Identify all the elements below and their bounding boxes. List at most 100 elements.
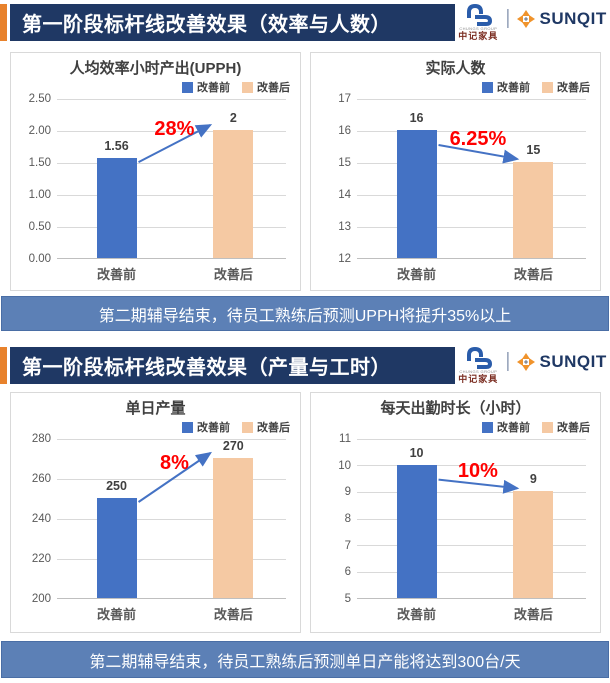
chart-legend: 改善前 改善后 xyxy=(311,79,600,95)
y-tick-label: 2.50 xyxy=(28,93,51,105)
gridline xyxy=(357,162,586,164)
legend-swatch-before xyxy=(482,81,493,93)
plot-area: 12 13 14 15 16 17 16 15 6.25% xyxy=(338,93,586,265)
section2-banner: 第二期辅导结束，待员工熟练后预测单日产能将达到300台/天 xyxy=(1,641,609,678)
value-label: 16 xyxy=(409,111,424,125)
bar xyxy=(213,458,254,598)
percent-label: 10% xyxy=(457,460,498,482)
legend-label: 改善后 xyxy=(257,82,290,94)
value-label: 250 xyxy=(106,479,127,493)
section1-header: 第一阶段标杆线改善效果（效率与人数） CHUNGS GROUP 中记家具 | xyxy=(0,4,610,41)
section2-header: 第一阶段标杆线改善效果（产量与工时） CHUNGS GROUP 中记家具 | xyxy=(0,347,610,384)
section1-banner: 第二期辅导结束，待员工熟练后预测UPPH将提升35%以上 xyxy=(1,296,609,331)
category-label: 改善后 xyxy=(513,267,553,282)
y-tick-label: 12 xyxy=(338,253,351,265)
bar xyxy=(396,464,437,598)
y-tick-label: 16 xyxy=(338,125,351,137)
section1-title: 第一阶段标杆线改善效果（效率与人数） xyxy=(10,4,455,41)
chungs-logo-cn-label: 中记家具 xyxy=(458,31,499,41)
y-tick-label: 5 xyxy=(344,593,351,605)
sunqit-logo-icon xyxy=(517,352,536,371)
gridline xyxy=(57,98,286,100)
gridline xyxy=(357,465,586,467)
plot-area: 5 6 7 8 9 10 11 10 9 10% xyxy=(338,433,586,605)
y-tick-label: 15 xyxy=(338,157,351,169)
category-label: 改善前 xyxy=(397,267,437,282)
title-accent-bar xyxy=(0,347,7,384)
y-tick-label: 0.00 xyxy=(28,253,51,265)
chungs-logo-icon xyxy=(467,347,493,369)
gridline xyxy=(357,226,586,228)
y-tick-label: 14 xyxy=(338,189,351,201)
legend-swatch-after xyxy=(242,81,253,93)
legend-label: 改善前 xyxy=(197,422,230,434)
title-accent-bar xyxy=(0,4,7,41)
chart-panel-daily-output: 单日产量 改善前 改善后 200 220 240 260 280 250 270 8% 改善前 改善后 xyxy=(10,392,301,633)
category-axis: 改善前 改善后 xyxy=(357,599,586,625)
chart-legend: 改善前 改善后 xyxy=(311,419,600,435)
chart-legend: 改善前 改善后 xyxy=(11,79,300,95)
category-label: 改善后 xyxy=(213,267,253,282)
chungs-logo-en-label: CHUNGS GROUP xyxy=(459,26,498,31)
legend-swatch-after xyxy=(542,81,553,93)
legend-swatch-before xyxy=(182,421,193,433)
category-axis: 改善前 改善后 xyxy=(57,259,286,285)
category-axis: 改善前 改善后 xyxy=(357,259,586,285)
gridline xyxy=(57,438,286,440)
gridline xyxy=(357,98,586,100)
legend-label: 改善前 xyxy=(497,422,530,434)
logo-separator: | xyxy=(505,350,511,372)
gridline xyxy=(357,438,586,440)
y-tick-label: 1.00 xyxy=(28,189,51,201)
plot-area: 0.00 0.50 1.00 1.50 2.00 2.50 1.56 2 28% xyxy=(29,93,286,265)
y-tick-label: 10 xyxy=(338,459,351,472)
chart-panel-work-hours: 每天出勤时长（小时） 改善前 改善后 5 6 7 8 9 10 11 10 9 10% 改善前 改善后 xyxy=(310,392,601,633)
chart-title: 实际人数 xyxy=(425,60,486,77)
gridline xyxy=(357,518,586,520)
gridline xyxy=(357,491,586,493)
logo-area: CHUNGS GROUP 中记家具 | SUNQIT xyxy=(455,4,610,41)
legend-swatch-before xyxy=(482,421,493,433)
legend-swatch-before xyxy=(182,81,193,93)
y-tick-label: 17 xyxy=(338,93,351,105)
y-tick-label: 260 xyxy=(31,473,51,485)
bar xyxy=(96,158,137,258)
gridline xyxy=(57,194,286,196)
legend-label: 改善后 xyxy=(557,422,590,434)
legend-swatch-after xyxy=(542,421,553,433)
category-label: 改善前 xyxy=(97,607,137,622)
category-label: 改善前 xyxy=(97,267,137,282)
bar xyxy=(213,130,254,258)
y-tick-label: 8 xyxy=(344,513,351,525)
logo-area: CHUNGS GROUP 中记家具 | SUNQIT xyxy=(455,347,610,384)
legend-item: 改善后 xyxy=(542,79,590,95)
y-tick-label: 6 xyxy=(344,566,351,579)
value-label: 10 xyxy=(409,445,424,460)
chart-panel-headcount: 实际人数 改善前 改善后 12 13 14 15 16 17 16 15 6.25% 改善前 改善后 xyxy=(310,52,601,291)
chart-title: 人均效率小时产出(UPPH) xyxy=(69,60,242,77)
percent-label: 6.25% xyxy=(449,128,507,150)
y-tick-label: 200 xyxy=(31,593,51,605)
bar xyxy=(96,498,137,598)
y-tick-label: 0.50 xyxy=(28,221,51,233)
gridline xyxy=(57,226,286,228)
percent-label: 28% xyxy=(154,117,195,140)
legend-item: 改善前 xyxy=(182,79,230,95)
legend-item: 改善后 xyxy=(542,419,590,435)
y-tick-label: 11 xyxy=(339,433,351,445)
value-label: 9 xyxy=(529,472,537,487)
charts-row-2: 单日产量 改善前 改善后 200 220 240 260 280 250 270 8% 改善前 改善后 … xyxy=(0,392,610,633)
chungs-logo-en-label: CHUNGS GROUP xyxy=(459,369,498,374)
chart-legend: 改善前 改善后 xyxy=(11,419,300,435)
gridline xyxy=(357,545,586,547)
chungs-logo: CHUNGS GROUP 中记家具 xyxy=(458,4,498,41)
y-tick-label: 2.00 xyxy=(28,125,51,137)
legend-item: 改善前 xyxy=(482,79,530,95)
y-tick-label: 280 xyxy=(31,433,51,445)
category-label: 改善前 xyxy=(397,607,437,622)
value-label: 15 xyxy=(526,143,541,157)
gridline xyxy=(57,518,286,520)
category-axis: 改善前 改善后 xyxy=(57,599,286,625)
legend-label: 改善后 xyxy=(257,422,290,434)
